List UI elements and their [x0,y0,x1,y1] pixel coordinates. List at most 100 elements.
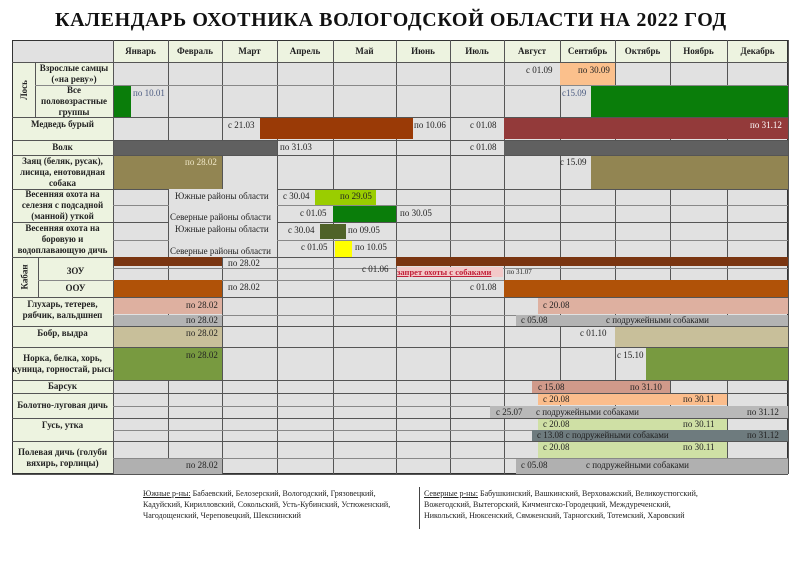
region-north: Северные районы области [170,246,271,256]
date-label: с15.09 [562,88,587,98]
grid-hline [113,406,788,407]
row-label-grouse: Глухарь, тетерев, рябчик, вальдшнеп [22,299,103,320]
bar-boar-oou-winter [114,280,222,297]
bar-upland-south [320,224,346,239]
bar-moose-all-autumn [591,86,788,117]
date-label: по 28.02 [186,300,218,310]
dogs-note: с подружейными собаками [606,315,709,325]
row-label-boar: Кабан [20,264,30,290]
month-header-5: Май [355,46,374,56]
date-label: с 01.10 [580,328,607,338]
month-header-8: Август [517,46,547,56]
row-label-hare: Заяц (беляк, русак), лисица, енотовидная… [20,155,105,188]
date-label: с 01.08 [470,142,497,152]
date-label: по 30.11 [683,394,715,404]
legend-north-text: Бабушкинский, Вашкинский, Верховажский, … [424,489,698,520]
row-label-moose-males: Взрослые самцы («на реву») [39,62,109,84]
date-label: с 15.08 [538,382,565,392]
bar-marsh-dogs [490,406,788,418]
bar-grouse-dogs-autumn [516,315,788,326]
grid-hline [12,140,788,141]
date-label: с 25.07 [496,407,523,417]
row-label-goose: Гусь, утка [41,419,84,430]
bar-drake-north [333,206,396,222]
date-label: по 09.05 [348,225,380,235]
bar-field [538,442,727,458]
month-header-3: Март [238,46,261,56]
bar-boar-zou-winter [114,257,222,266]
date-label: с 30.04 [283,191,310,201]
date-label: по 28.02 [228,282,260,292]
region-south: Южные районы области [175,224,269,234]
month-header-6: Июнь [411,46,435,56]
date-label: с 01.06 [362,264,389,274]
grid-vline [35,62,36,117]
month-header-2: Февраль [177,46,213,56]
row-label-beaver: Бобр, выдра [37,327,88,338]
row-label-oou: ООУ [65,283,86,293]
date-label: по 30.09 [578,65,610,75]
grid-hline [12,155,788,156]
bar-field-dogs [516,459,788,474]
date-label: с 01.09 [526,65,553,75]
bar-grouse-autumn [538,298,788,314]
grid-vline [38,257,39,297]
row-label-zou: ЗОУ [66,265,85,276]
grid-vline [788,40,789,474]
date-label: с 01.08 [470,282,497,292]
month-header-10: Октябрь [624,46,661,56]
region-cell-drake [169,189,277,222]
bar-beaver-winter [114,327,222,347]
date-label: по 10.05 [355,242,387,252]
bar-bear-spring [260,118,413,139]
grid-hline [113,240,788,241]
region-north: Северные районы области [170,212,271,222]
bar-marsh [538,394,727,405]
bar-wolf-autumn [504,141,788,155]
date-label: по 28.02 [228,258,260,268]
grid-hline [12,189,788,190]
bar-mink-autumn [646,348,788,380]
grid-hline [12,297,788,298]
grid-hline [12,326,788,327]
legend-south-text: Бабаевский, Белозерский, Вологодский, Гр… [143,489,391,520]
dogs-note: с подружейными собаками [536,407,639,417]
date-label: по 31.10 [630,382,662,392]
grid-hline [38,280,788,281]
bar-boar-oou-autumn [504,280,788,297]
date-label: с 05.08 [521,460,548,470]
bar-field-winter [114,459,222,474]
row-label-moose: Лось [18,79,29,100]
month-header-4: Апрель [289,46,321,56]
date-label: по 28.02 [186,460,218,470]
bar-grouse-dogs-winter [114,315,222,326]
month-header-9: Сентябрь [567,46,608,56]
date-label: по 31.12 [747,407,779,417]
legend-north-title: Северные р-ны: [424,489,479,498]
row-label-mink: Норка, белка, хорь, куница, горностай, р… [12,352,113,374]
date-label: по 30.11 [683,442,715,452]
grid-hline [113,205,788,206]
date-label: с 01.05 [300,208,327,218]
date-label: по 28.02 [185,157,217,167]
region-cell-upland [169,222,277,257]
row-label-wolf: Волк [52,142,73,152]
legend-divider [419,487,420,529]
row-label-badger: Барсук [47,381,78,391]
bar-upland-north [335,241,352,257]
date-label: с 20.08 [543,300,570,310]
date-label: с 20.08 [543,394,570,404]
date-label: по 28.02 [186,350,218,360]
grid-hline [12,380,788,381]
grid-hline [12,222,788,223]
date-label: по 30.05 [400,208,432,218]
row-label-moose-all: Все половозрастные группы [41,84,107,117]
grid-hline [113,430,788,431]
bar-bear-autumn [504,118,788,139]
bar-goose [538,419,727,430]
date-label: с 01.08 [470,120,497,130]
date-label: по 30.11 [683,419,715,429]
date-label: по 31.07 [507,268,532,276]
grid-hline [113,315,788,316]
